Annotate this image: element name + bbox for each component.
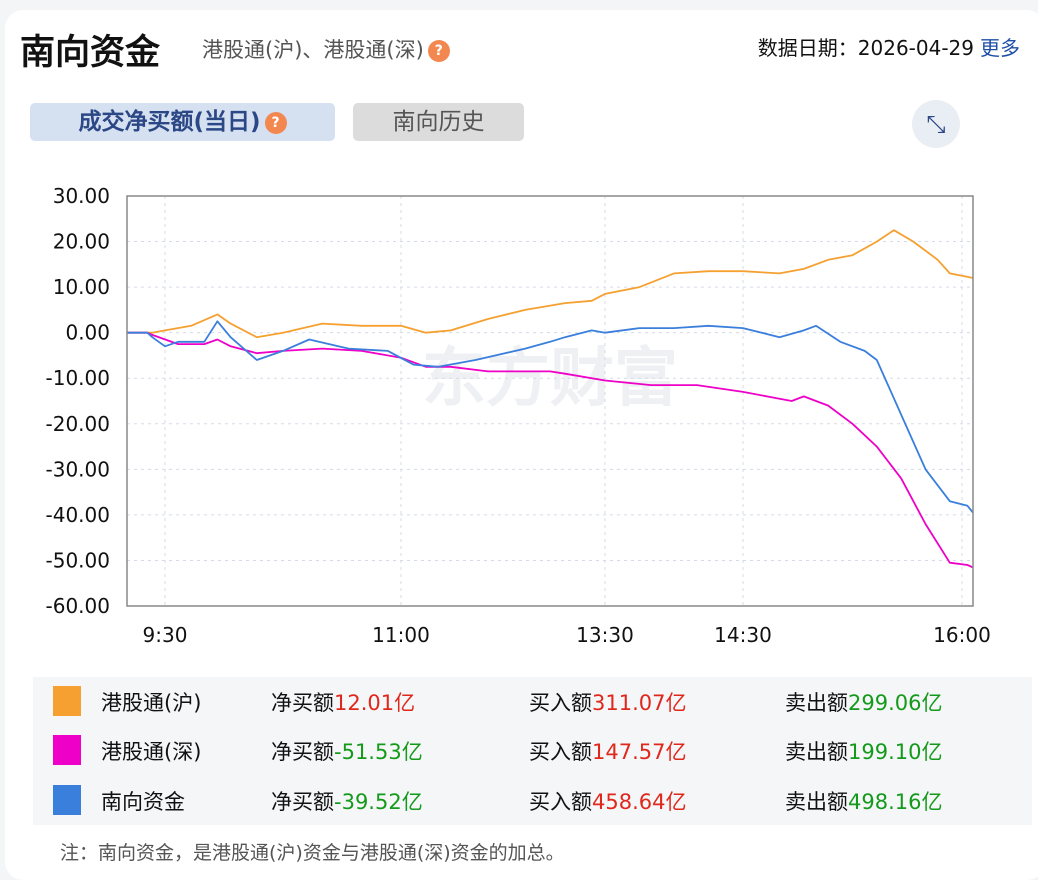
- sell-label: 卖出额: [785, 790, 848, 814]
- net-label: 净买额: [271, 790, 334, 814]
- y-tick-label: 20.00: [53, 230, 110, 254]
- net-value: -51.53亿: [334, 740, 423, 764]
- footnote: 注：南向资金，是港股通(沪)资金与港股通(深)资金的加总。: [60, 842, 565, 864]
- tab-southbound-history[interactable]: 南向历史: [353, 103, 524, 141]
- legend-row-sh: 港股通(沪) 净买额12.01亿 买入额311.07亿 卖出额299.06亿: [33, 677, 1032, 723]
- y-tick-label: -40.00: [46, 503, 110, 527]
- net-label: 净买额: [271, 740, 334, 764]
- legend-swatch: [53, 686, 81, 716]
- page-title: 南向资金: [20, 33, 161, 73]
- y-tick-label: 0.00: [65, 321, 110, 345]
- buy-value: 147.57亿: [592, 740, 687, 764]
- buy-value: 458.64亿: [592, 790, 687, 814]
- plot-frame: [126, 195, 974, 607]
- legend-row-sz: 港股通(深) 净买额-51.53亿 买入额147.57亿 卖出额199.10亿: [33, 726, 1032, 772]
- sell: 卖出额199.10亿: [785, 736, 942, 766]
- legend-name: 港股通(深): [101, 740, 202, 764]
- help-icon[interactable]: ?: [264, 111, 287, 134]
- net-label: 净买额: [271, 691, 334, 715]
- watermark: 东方财富: [422, 342, 678, 416]
- legend-row-total: 南向资金 净买额-39.52亿 买入额458.64亿 卖出额498.16亿: [33, 776, 1032, 822]
- sell: 卖出额299.06亿: [785, 687, 942, 717]
- legend-name: 南向资金: [101, 790, 185, 814]
- sell-value: 498.16亿: [848, 790, 943, 814]
- net-buy: 净买额-39.52亿: [271, 786, 423, 816]
- x-tick-label: 13:30: [576, 623, 634, 647]
- series-line: [127, 229, 974, 339]
- tab-net-buy-today[interactable]: 成交净买额(当日)?: [30, 103, 335, 141]
- more-link[interactable]: 更多: [980, 36, 1020, 60]
- help-icon[interactable]: ?: [427, 40, 450, 62]
- y-tick-label: -50.00: [46, 548, 110, 572]
- x-tick-label: 11:00: [372, 623, 430, 647]
- x-tick-label: 9:30: [143, 623, 188, 647]
- subtitle: 港股通(沪)、港股通(深)?: [202, 34, 450, 64]
- sell-value: 299.06亿: [848, 691, 943, 715]
- data-date: 数据日期：2026-04-29 更多: [758, 32, 1020, 61]
- legend-swatch: [53, 785, 81, 815]
- expand-arrows-icon[interactable]: ⤡: [912, 100, 960, 148]
- x-tick-label: 14:30: [714, 623, 772, 647]
- legend-name: 港股通(沪): [101, 691, 202, 715]
- buy-label: 买入额: [529, 691, 592, 715]
- sell-label: 卖出额: [785, 691, 848, 715]
- y-tick-label: -60.00: [46, 594, 110, 618]
- y-tick-label: -30.00: [46, 457, 110, 481]
- net-buy: 净买额-51.53亿: [271, 736, 423, 766]
- net-value: 12.01亿: [334, 691, 416, 715]
- date-value: 2026-04-29: [857, 36, 974, 60]
- net-buy: 净买额12.01亿: [271, 687, 415, 717]
- x-tick-label: 16:00: [933, 623, 991, 647]
- y-tick-label: -20.00: [46, 412, 110, 436]
- tab-label: 成交净买额(当日): [78, 109, 261, 135]
- series-line: [127, 331, 974, 569]
- sell-value: 199.10亿: [848, 740, 943, 764]
- buy: 买入额147.57亿: [529, 736, 686, 766]
- buy-label: 买入额: [529, 740, 592, 764]
- buy: 买入额458.64亿: [529, 786, 686, 816]
- buy-value: 311.07亿: [592, 691, 687, 715]
- sell: 卖出额498.16亿: [785, 786, 942, 816]
- y-tick-label: 30.00: [53, 184, 110, 208]
- sell-label: 卖出额: [785, 740, 848, 764]
- y-tick-label: -10.00: [46, 366, 110, 390]
- buy-label: 买入额: [529, 790, 592, 814]
- series-line: [127, 320, 974, 514]
- legend-swatch: [53, 735, 81, 765]
- buy: 买入额311.07亿: [529, 687, 686, 717]
- net-value: -39.52亿: [334, 790, 423, 814]
- y-tick-label: 10.00: [53, 275, 110, 299]
- legend: 港股通(沪) 净买额12.01亿 买入额311.07亿 卖出额299.06亿 港…: [33, 677, 1032, 825]
- subtitle-text: 港股通(沪)、港股通(深): [202, 38, 424, 62]
- date-label: 数据日期：: [757, 36, 858, 60]
